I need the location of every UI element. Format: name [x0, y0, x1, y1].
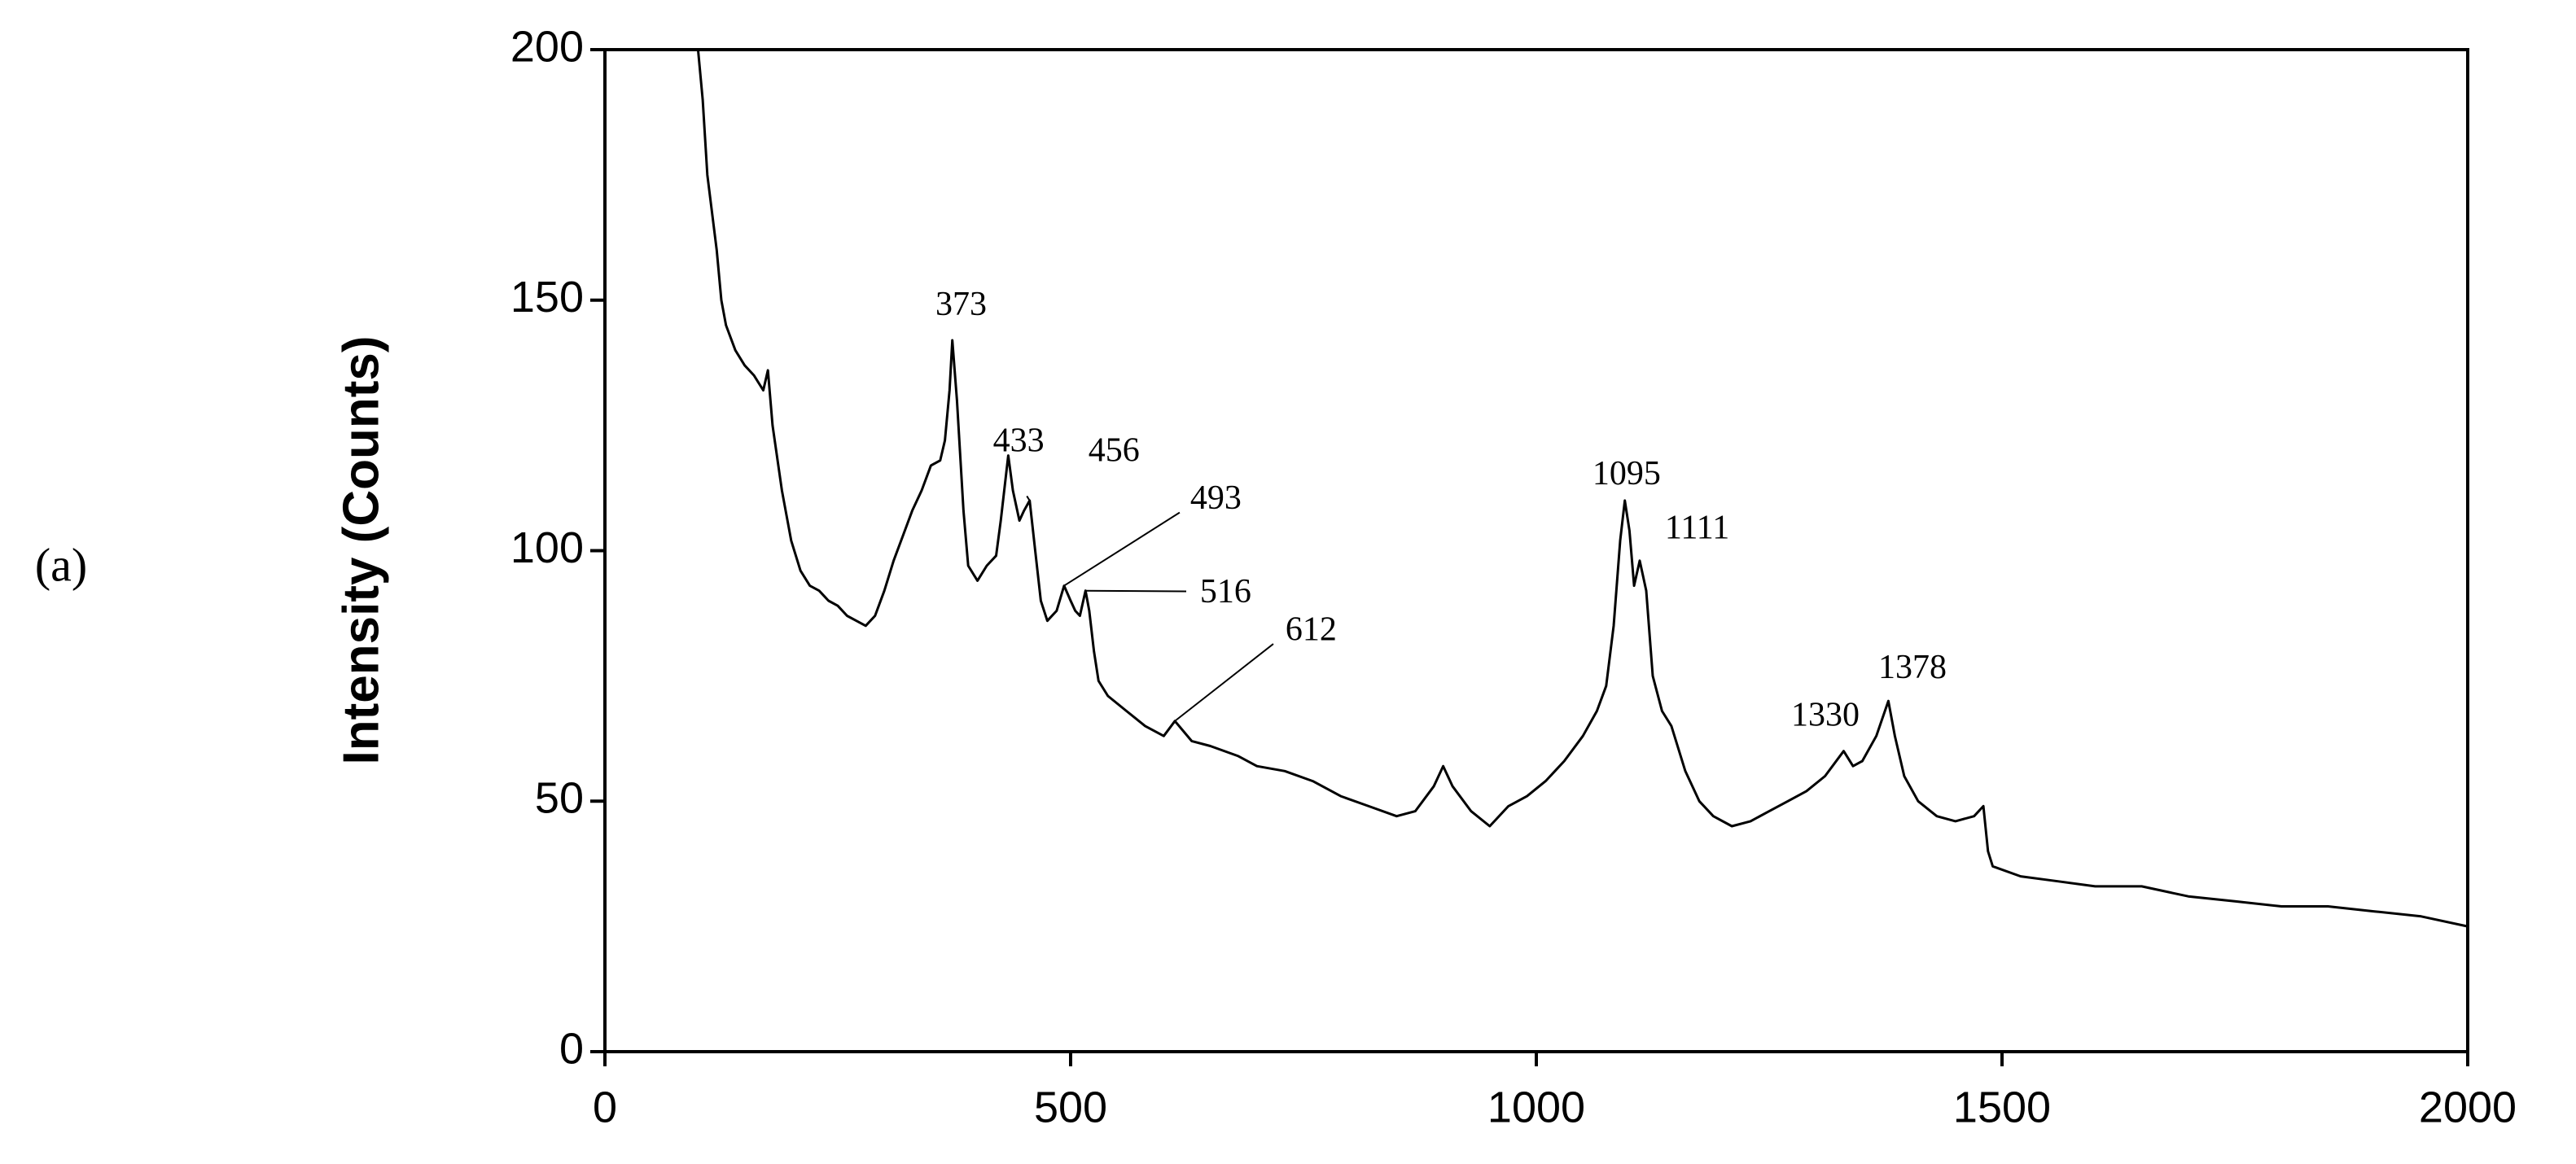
peak-label: 612 — [1286, 611, 1337, 649]
x-tick-label: 1500 — [1953, 1083, 2051, 1131]
leader-line — [1063, 511, 1181, 587]
peak-label: 493 — [1190, 479, 1242, 517]
leader-line — [1026, 495, 1031, 501]
peak-label: 1111 — [1665, 509, 1729, 546]
leader-line — [1174, 643, 1274, 722]
x-tick-label: 0 — [593, 1083, 617, 1131]
peak-label: 1330 — [1791, 697, 1860, 734]
peak-label: 1378 — [1878, 649, 1947, 686]
y-tick-label: 200 — [510, 22, 584, 71]
x-tick-label: 1000 — [1487, 1083, 1585, 1131]
plot-frame — [603, 48, 2469, 1053]
peak-label: 516 — [1200, 573, 1251, 610]
y-tick-label: 150 — [510, 273, 584, 322]
y-tick-label: 50 — [535, 774, 584, 823]
peak-label: 1095 — [1592, 455, 1661, 492]
peak-label: 456 — [1089, 432, 1140, 470]
peak-label: 373 — [935, 286, 987, 323]
y-axis-label: Intensity (Counts) — [333, 336, 389, 765]
leader-line — [1085, 589, 1187, 593]
panel-label: (a) — [35, 538, 87, 591]
peak-label: 433 — [993, 422, 1045, 460]
x-tick-label: 2000 — [2419, 1083, 2517, 1131]
y-tick-label: 100 — [510, 523, 584, 572]
spectrum-line — [696, 49, 2469, 928]
x-tick-label: 500 — [1034, 1083, 1107, 1131]
y-tick-label: 0 — [559, 1024, 584, 1073]
